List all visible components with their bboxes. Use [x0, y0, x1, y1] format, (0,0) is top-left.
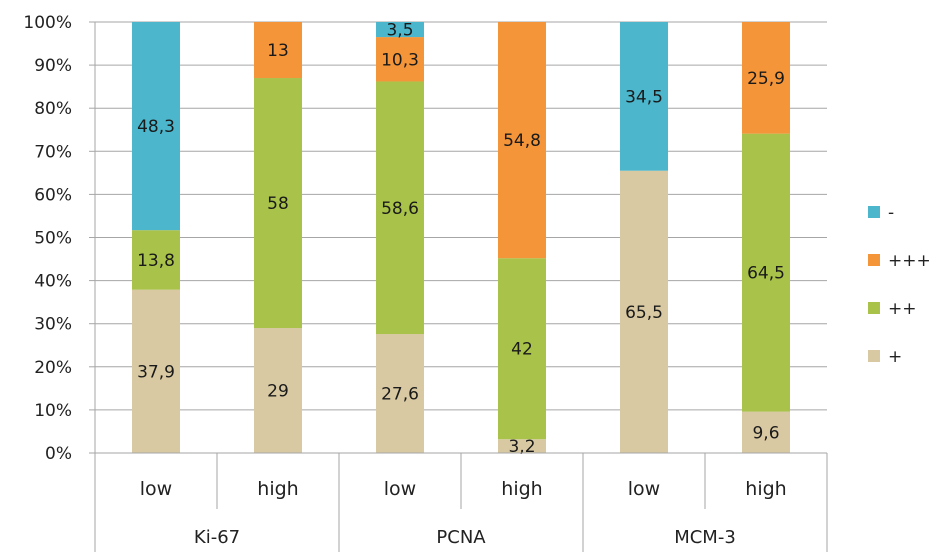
bar-segment	[132, 289, 180, 453]
x-tick-label: low	[628, 478, 660, 500]
legend-swatch	[868, 350, 880, 362]
bar-segment	[376, 22, 424, 38]
bar-segment	[254, 78, 302, 329]
bar-stacks: 37,9 13,8 48,3 29 58 13 27,6 58,6 10,3 3,5 3,2 42 54…	[132, 21, 790, 457]
bar-segment	[742, 411, 790, 453]
y-tick-label: 0%	[45, 444, 72, 464]
bar-segment	[132, 22, 180, 231]
data-label: 34,5	[625, 87, 663, 107]
y-tick-label: 80%	[34, 99, 72, 119]
y-tick-label: 20%	[34, 358, 72, 378]
data-label: 3,2	[508, 437, 535, 457]
data-label: 9,6	[752, 423, 779, 443]
legend: -++++++	[868, 203, 931, 367]
legend-swatch	[868, 302, 880, 314]
x-tick-label: low	[384, 478, 416, 500]
legend-swatch	[868, 254, 880, 266]
y-tick-label: 100%	[23, 13, 72, 33]
y-tick-label: 90%	[34, 56, 72, 76]
bar-segment	[620, 22, 668, 171]
legend-label: -	[888, 203, 894, 223]
legend-label: ++	[888, 299, 917, 319]
gridlines	[95, 21, 827, 454]
data-label: 27,6	[381, 385, 419, 405]
group-label: PCNA	[436, 527, 486, 548]
x-tick-label: high	[745, 478, 786, 500]
data-label: 64,5	[747, 264, 785, 284]
bar-segment	[254, 22, 302, 79]
data-label: 42	[511, 340, 533, 360]
data-label: 3,5	[386, 21, 413, 41]
data-label: 13	[267, 41, 289, 61]
data-label: 10,3	[381, 50, 419, 70]
x-tick-label: high	[501, 478, 542, 500]
legend-label: +++	[888, 251, 931, 271]
legend-label: +	[888, 347, 902, 367]
data-label: 37,9	[137, 362, 175, 382]
data-label: 48,3	[137, 117, 175, 137]
bar-segment	[376, 81, 424, 335]
data-label: 58	[267, 194, 289, 214]
y-tick-label: 60%	[34, 185, 72, 205]
data-label: 54,8	[503, 131, 541, 151]
group-label: Ki-67	[194, 527, 240, 548]
bar-segment	[498, 439, 546, 453]
bar-segment	[254, 328, 302, 453]
y-tick-label: 70%	[34, 142, 72, 162]
axes: 0% 10% 20% 30% 40% 50% 60% 70% 80% 90% 100% low high…	[23, 13, 828, 552]
bar-segment	[742, 133, 790, 412]
bar-segment	[498, 258, 546, 440]
group-label: MCM-3	[674, 527, 736, 548]
bar-segment	[132, 230, 180, 290]
bar-segment	[742, 22, 790, 134]
bar-segment	[376, 37, 424, 82]
y-tick-label: 30%	[34, 315, 72, 335]
y-tick-label: 50%	[34, 229, 72, 249]
x-tick-label: high	[257, 478, 298, 500]
bar-segment	[376, 334, 424, 453]
legend-swatch	[868, 206, 880, 218]
data-label: 25,9	[747, 69, 785, 89]
bar-segment	[498, 22, 546, 259]
x-tick-label: low	[140, 478, 172, 500]
data-label: 58,6	[381, 199, 419, 219]
data-label: 65,5	[625, 303, 663, 323]
y-tick-label: 40%	[34, 272, 72, 292]
data-label: 29	[267, 382, 289, 402]
y-tick-label: 10%	[34, 401, 72, 421]
bar-segment	[620, 170, 668, 453]
data-label: 13,8	[137, 251, 175, 271]
